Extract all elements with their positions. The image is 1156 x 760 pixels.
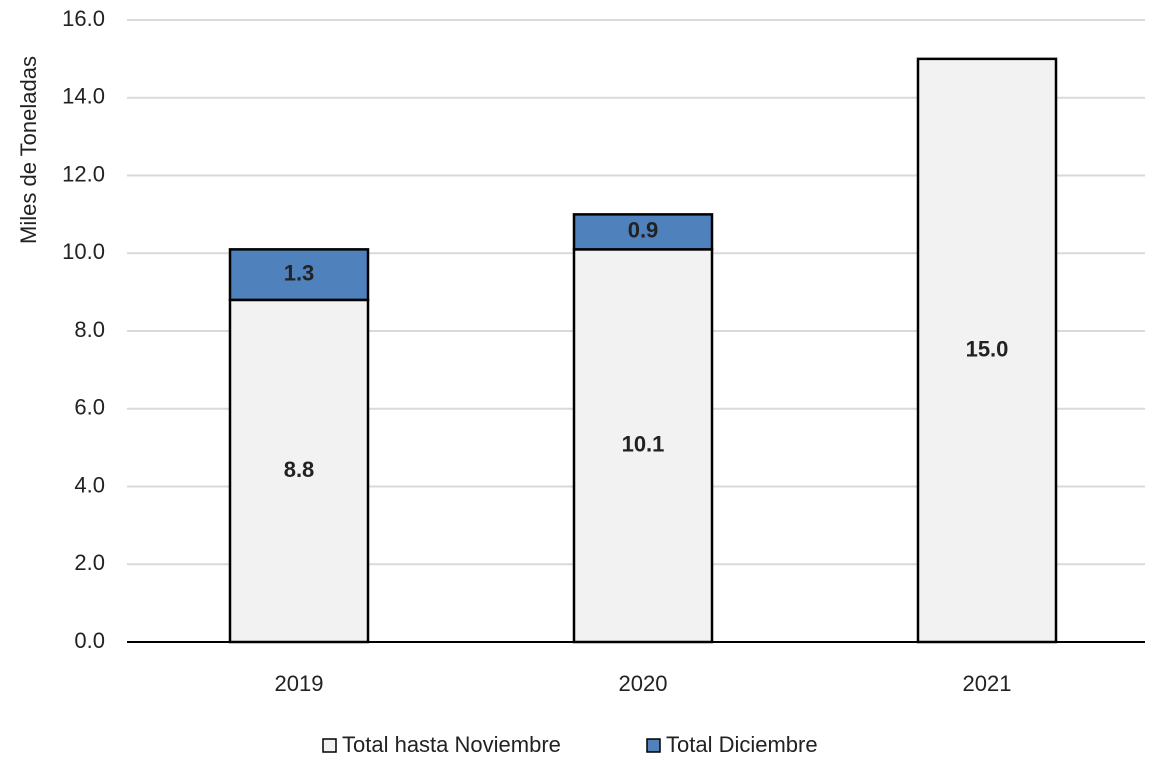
y-tick-label: 12.0 [62,161,105,186]
y-tick-label: 8.0 [74,317,105,342]
bar-segment [228,248,370,302]
data-label: 10.1 [622,431,665,456]
y-tick-label: 10.0 [62,239,105,264]
y-axis-title: Miles de Toneladas [16,56,41,244]
y-tick-label: 2.0 [74,550,105,575]
data-label: 0.9 [628,218,659,243]
data-label: 15.0 [966,336,1009,361]
y-tick-label: 16.0 [62,6,105,31]
bar-segment [228,298,370,644]
data-label: 8.8 [284,457,315,482]
x-tick-label: 2019 [275,671,324,696]
bar-segment [572,213,714,251]
legend-swatch [322,738,337,753]
y-tick-label: 4.0 [74,472,105,497]
y-tick-label: 14.0 [62,84,105,109]
x-tick-label: 2020 [619,671,668,696]
y-tick-label: 0.0 [74,628,105,653]
y-tick-label: 6.0 [74,395,105,420]
data-label: 1.3 [284,260,315,285]
legend-swatch [646,738,661,753]
x-tick-label: 2021 [963,671,1012,696]
legend-label: Total hasta Noviembre [342,732,561,757]
legend-label: Total Diciembre [666,732,818,757]
